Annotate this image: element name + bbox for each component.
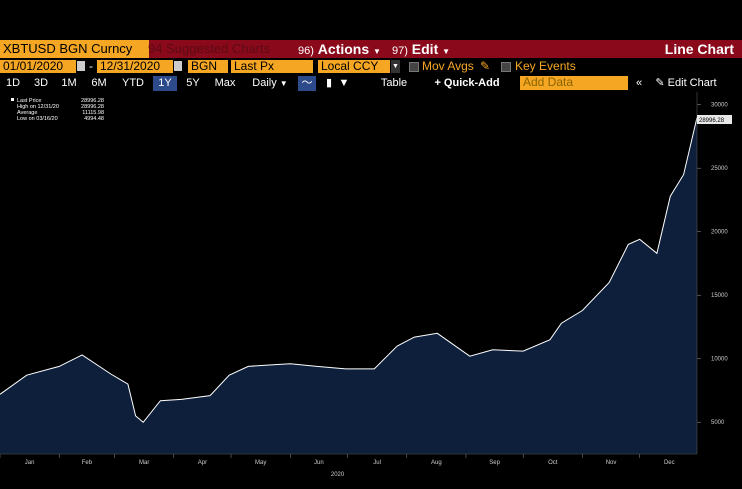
period-ytd[interactable]: YTD bbox=[122, 77, 144, 89]
add-data-input[interactable]: Add Data bbox=[520, 76, 628, 90]
period-3d[interactable]: 3D bbox=[33, 77, 49, 89]
x-axis: Jan Feb Mar Apr May Jun Jul Aug Sep Oct Nov Dec 2020 bbox=[0, 453, 697, 478]
x-tick-label: Feb bbox=[82, 460, 93, 466]
period-1y[interactable]: 1Y bbox=[153, 76, 177, 91]
frequency-select[interactable]: Daily ▼ bbox=[244, 76, 296, 91]
legend-swatch bbox=[10, 109, 15, 114]
price-chart[interactable]: 5000 10000 15000 20000 25000 30000 Jan Feb Mar A… bbox=[0, 92, 742, 489]
start-date-input[interactable]: 01/01/2020 bbox=[0, 60, 76, 73]
y-tick-label: 5000 bbox=[711, 420, 725, 426]
date-range-dash: - bbox=[89, 59, 93, 73]
x-tick-label: Mar bbox=[139, 460, 149, 466]
end-date-input[interactable]: 12/31/2020 bbox=[97, 60, 173, 73]
edit-number: 97) bbox=[392, 45, 408, 57]
actions-label: Actions bbox=[317, 41, 370, 57]
actions-button[interactable]: 96) Actions ▼ bbox=[298, 40, 381, 58]
table-button[interactable]: Table bbox=[380, 77, 408, 89]
legend-label: Last Price bbox=[17, 98, 41, 104]
y-axis: 5000 10000 15000 20000 25000 30000 bbox=[696, 92, 728, 454]
price-line bbox=[0, 117, 698, 424]
x-tick-label: Jun bbox=[314, 460, 324, 466]
mov-avgs-checkbox[interactable] bbox=[409, 62, 419, 72]
legend-swatch bbox=[11, 98, 14, 101]
y-tick-label: 20000 bbox=[711, 230, 728, 236]
date-controls-row: 01/01/2020 - 12/31/2020 BGN Last Px Loca… bbox=[0, 59, 742, 74]
period-1m[interactable]: 1M bbox=[61, 77, 77, 89]
x-tick-label: Jan bbox=[25, 460, 35, 466]
y-tick-label: 30000 bbox=[711, 103, 728, 109]
edit-button[interactable]: 97) Edit ▼ bbox=[392, 40, 450, 58]
chevron-down-icon: ▼ bbox=[442, 47, 451, 56]
edit-chart-button[interactable]: ✎ Edit Chart bbox=[650, 76, 722, 91]
legend-value: 28996.28 bbox=[81, 98, 104, 104]
currency-select[interactable]: Local CCY bbox=[318, 60, 390, 73]
quick-add-button[interactable]: + Quick-Add bbox=[434, 77, 500, 89]
price-area bbox=[0, 117, 697, 454]
mov-avgs-label[interactable]: Mov Avgs bbox=[422, 59, 474, 73]
calendar-icon[interactable] bbox=[77, 61, 85, 71]
y-tick-label: 25000 bbox=[711, 166, 728, 172]
x-tick-label: Oct bbox=[548, 460, 558, 466]
key-events-label[interactable]: Key Events bbox=[515, 59, 576, 73]
field-input[interactable]: Last Px bbox=[231, 60, 313, 73]
y-tick-label: 15000 bbox=[711, 293, 728, 299]
calendar-icon[interactable] bbox=[174, 61, 182, 71]
legend-label: Low on 03/16/20 bbox=[17, 116, 58, 122]
legend-swatch bbox=[10, 115, 15, 120]
chart-legend: Last Price 28996.28 High on 12/31/20 28996.… bbox=[10, 98, 104, 122]
bar-chart-icon[interactable]: ▮ bbox=[325, 77, 333, 89]
y-tick-label: 10000 bbox=[711, 357, 728, 363]
period-6m[interactable]: 6M bbox=[91, 77, 107, 89]
chevron-down-icon[interactable]: ▼ bbox=[391, 60, 400, 73]
chevron-down-icon[interactable]: ▼ bbox=[338, 77, 350, 89]
last-value-box bbox=[697, 115, 732, 124]
collapse-icon[interactable]: « bbox=[635, 77, 643, 89]
legend-label: Average bbox=[17, 110, 37, 116]
x-year-label: 2020 bbox=[331, 472, 345, 478]
frequency-label: Daily bbox=[252, 77, 277, 89]
chart-title-bar: XBTUSD BGN Curncy 94 Suggested Charts 96… bbox=[0, 40, 742, 58]
x-tick-label: Apr bbox=[198, 460, 207, 466]
pencil-icon[interactable]: ✎ bbox=[480, 59, 491, 73]
source-input[interactable]: BGN bbox=[188, 60, 228, 73]
edit-label: Edit bbox=[411, 41, 439, 57]
legend-value: 4994.48 bbox=[84, 116, 104, 122]
last-value-label: 28996.28 bbox=[699, 118, 725, 124]
x-tick-label: Sep bbox=[489, 460, 500, 466]
actions-number: 96) bbox=[298, 45, 314, 57]
legend-value: 28996.28 bbox=[81, 104, 104, 110]
legend-label: High on 12/31/20 bbox=[17, 104, 59, 110]
period-5y[interactable]: 5Y bbox=[186, 77, 200, 89]
legend-value: 11115.98 bbox=[82, 110, 104, 116]
pencil-icon: ✎ bbox=[655, 77, 665, 89]
suggested-charts-button[interactable]: 94 Suggested Charts bbox=[148, 41, 271, 56]
x-tick-label: Dec bbox=[664, 460, 675, 466]
chevron-down-icon: ▼ bbox=[279, 79, 288, 88]
chevron-down-icon: ▼ bbox=[373, 47, 381, 56]
security-field[interactable]: XBTUSD BGN Curncy bbox=[0, 40, 149, 58]
period-1d[interactable]: 1D bbox=[5, 77, 21, 89]
x-tick-label: Jul bbox=[373, 460, 381, 466]
legend-swatch bbox=[10, 103, 15, 108]
edit-chart-label: Edit Chart bbox=[667, 77, 717, 89]
chart-type-label: Line Chart bbox=[664, 41, 734, 57]
x-tick-label: Aug bbox=[431, 460, 442, 466]
line-chart-icon[interactable]: 〜 bbox=[298, 76, 316, 91]
x-tick-label: May bbox=[255, 460, 266, 466]
x-tick-label: Nov bbox=[606, 460, 617, 466]
period-controls-row: 1D 3D 1M 6M YTD 1Y 5Y Max Daily ▼ 〜 ▮ ▼ … bbox=[0, 75, 742, 92]
period-max[interactable]: Max bbox=[214, 77, 236, 89]
key-events-checkbox[interactable] bbox=[501, 62, 511, 72]
